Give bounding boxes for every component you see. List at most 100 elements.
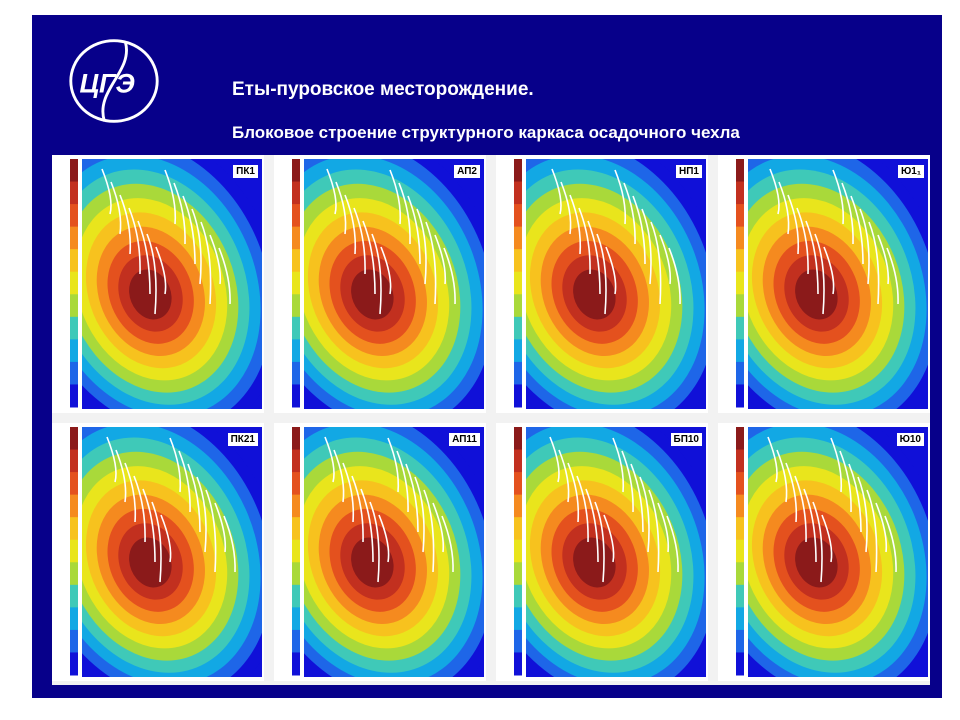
scale-swatch bbox=[514, 539, 522, 563]
scale-swatch bbox=[514, 494, 522, 518]
scale-swatch bbox=[292, 361, 300, 385]
scale-swatch bbox=[292, 204, 300, 228]
map-panel: АП11 bbox=[274, 423, 486, 681]
scale-swatch bbox=[292, 562, 300, 586]
fault-line bbox=[857, 476, 868, 553]
map-panel: Ю1₁ bbox=[718, 155, 930, 413]
scale-swatch bbox=[70, 584, 78, 608]
fault-line bbox=[389, 169, 402, 225]
scale-swatch bbox=[514, 449, 522, 473]
depth-map bbox=[526, 159, 706, 409]
fault-line bbox=[812, 501, 823, 583]
scale-swatch bbox=[514, 361, 522, 385]
fault-line bbox=[128, 207, 141, 275]
scale-swatch bbox=[514, 629, 522, 653]
scale-swatch bbox=[736, 361, 744, 385]
scale-swatch bbox=[514, 427, 522, 451]
fault-line bbox=[416, 208, 427, 285]
contour-band bbox=[351, 269, 394, 320]
fault-line bbox=[832, 169, 845, 225]
map-panel: ПК1 bbox=[52, 155, 264, 413]
scale-swatch bbox=[736, 562, 744, 586]
fault-line bbox=[650, 221, 662, 305]
depth-map bbox=[748, 159, 928, 409]
scale-swatch bbox=[514, 517, 522, 541]
scale-swatch bbox=[70, 339, 78, 363]
fault-line bbox=[119, 194, 132, 255]
fault-line bbox=[371, 233, 382, 315]
fault-line bbox=[803, 488, 817, 563]
fault-line bbox=[169, 437, 182, 493]
fault-line bbox=[778, 181, 790, 235]
depth-map bbox=[304, 427, 484, 677]
fault-line bbox=[351, 475, 364, 543]
fault-line bbox=[187, 463, 201, 533]
fault-line bbox=[115, 449, 127, 503]
scale-swatch bbox=[514, 159, 522, 183]
scale-swatch bbox=[70, 249, 78, 273]
scale-swatch bbox=[736, 629, 744, 653]
fault-line bbox=[821, 514, 833, 563]
fault-line bbox=[142, 488, 156, 563]
scale-swatch bbox=[70, 539, 78, 563]
fault-line bbox=[621, 450, 634, 513]
contour-band bbox=[351, 537, 394, 588]
fault-line bbox=[214, 502, 227, 553]
fault-line bbox=[576, 475, 589, 543]
map-panels-grid: ПК1 АП2 НП1 Ю1₁ ПК21 АП11 БП10 Ю10 bbox=[52, 155, 930, 685]
scale-swatch bbox=[292, 159, 300, 183]
color-scale-bar bbox=[292, 159, 300, 408]
fault-line bbox=[124, 462, 137, 523]
fault-line bbox=[218, 247, 231, 305]
scale-swatch bbox=[736, 204, 744, 228]
fault-line bbox=[630, 463, 644, 533]
page-subtitle: Блоковое строение структурного каркаса о… bbox=[232, 123, 740, 142]
fault-line bbox=[787, 194, 800, 255]
fault-line bbox=[805, 220, 819, 295]
scale-swatch bbox=[70, 361, 78, 385]
scale-swatch bbox=[736, 181, 744, 205]
fault-line bbox=[668, 247, 681, 305]
fault-line bbox=[333, 449, 345, 503]
fault-line bbox=[659, 234, 672, 285]
panel-label: ПК21 bbox=[227, 433, 258, 446]
map-panel: НП1 bbox=[496, 155, 708, 413]
fault-line bbox=[441, 515, 454, 573]
scale-swatch bbox=[736, 294, 744, 318]
fault-line bbox=[848, 463, 862, 533]
fault-line bbox=[146, 233, 157, 315]
scale-swatch bbox=[70, 159, 78, 183]
scale-swatch bbox=[292, 494, 300, 518]
scale-swatch bbox=[292, 584, 300, 608]
scale-swatch bbox=[70, 517, 78, 541]
fault-line bbox=[344, 194, 357, 255]
scale-swatch bbox=[70, 562, 78, 586]
scale-swatch bbox=[736, 226, 744, 250]
scale-swatch bbox=[736, 652, 744, 676]
map-panel: Ю10 bbox=[718, 423, 930, 681]
scale-swatch bbox=[736, 271, 744, 295]
fault-line bbox=[133, 475, 146, 543]
contour-band bbox=[129, 269, 172, 320]
scale-swatch bbox=[292, 249, 300, 273]
scale-swatch bbox=[736, 449, 744, 473]
color-scale-bar bbox=[514, 427, 522, 676]
fault-line bbox=[191, 208, 202, 285]
fault-line bbox=[151, 501, 162, 583]
scale-swatch bbox=[292, 449, 300, 473]
color-scale-bar bbox=[70, 159, 78, 408]
scale-swatch bbox=[292, 226, 300, 250]
fault-line bbox=[342, 462, 355, 523]
fault-line bbox=[612, 437, 625, 493]
fault-line bbox=[178, 450, 191, 513]
fault-line bbox=[182, 195, 196, 265]
scale-swatch bbox=[292, 517, 300, 541]
panel-label: АП2 bbox=[454, 165, 480, 178]
scale-swatch bbox=[70, 316, 78, 340]
scale-swatch bbox=[70, 652, 78, 676]
scale-swatch bbox=[292, 294, 300, 318]
fault-line bbox=[369, 501, 380, 583]
fault-line bbox=[823, 246, 835, 295]
fault-line bbox=[387, 437, 400, 493]
fault-line bbox=[648, 489, 660, 573]
